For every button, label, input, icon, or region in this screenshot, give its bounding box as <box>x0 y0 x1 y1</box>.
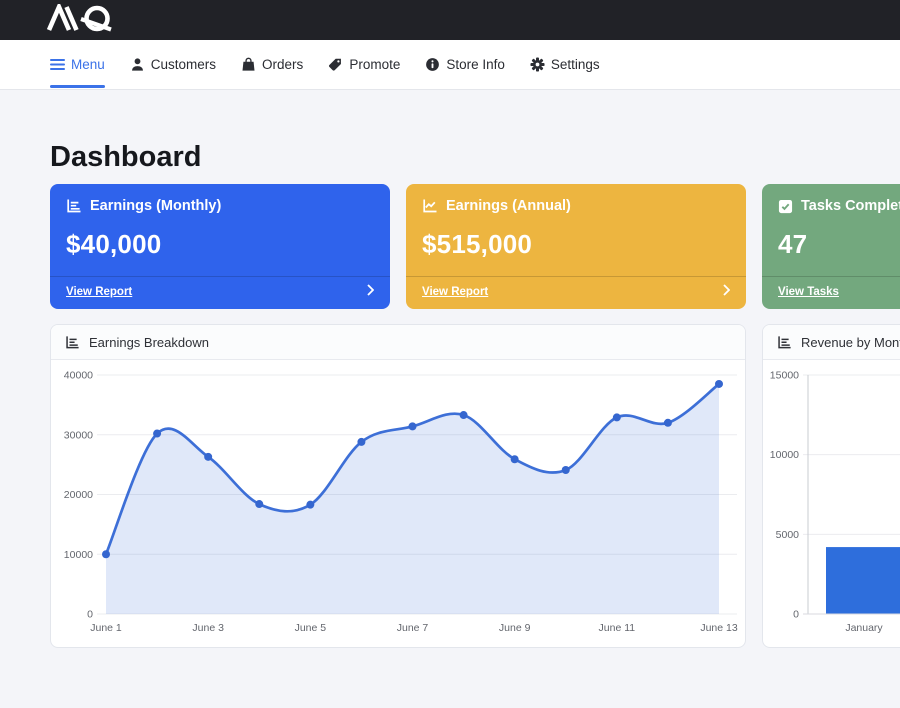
chevron-right-icon <box>723 283 731 301</box>
svg-text:June 5: June 5 <box>295 622 327 634</box>
revenue-by-month-card: Revenue by Month 0 5000 10000 15000 January <box>762 324 900 648</box>
bar-chart-icon <box>777 335 792 350</box>
earnings-breakdown-chart: 0 10000 20000 30000 40000 June 1 June 3 June 5 J… <box>64 370 738 635</box>
hamburger-icon <box>50 58 65 71</box>
nav-item-label: Promote <box>349 57 401 72</box>
bag-icon <box>241 57 256 72</box>
nav-item-label: Store Info <box>446 57 505 72</box>
stat-card-value: 47 <box>778 229 808 259</box>
tasks-completed-card: Tasks Completed 47 View Tasks <box>762 184 900 309</box>
chevron-right-icon <box>367 283 375 301</box>
svg-text:June 7: June 7 <box>397 622 429 634</box>
main-navbar: Menu Customers Orders Promote <box>0 40 900 90</box>
nav-item-store-info[interactable]: Store Info <box>425 40 505 89</box>
mq-logo <box>45 0 133 37</box>
svg-text:30000: 30000 <box>64 429 93 441</box>
earnings-breakdown-card: Earnings Breakdown 0 10000 20000 30000 40000… <box>50 324 746 648</box>
svg-text:0: 0 <box>87 609 93 621</box>
svg-text:June 3: June 3 <box>192 622 224 634</box>
tag-icon <box>328 57 343 72</box>
info-icon <box>425 57 440 72</box>
bar-chart-icon <box>66 198 82 214</box>
stat-card-title: Earnings (Annual) <box>446 198 571 214</box>
revenue-by-month-chart: 0 5000 10000 15000 January <box>770 370 900 634</box>
line-chart-icon <box>422 198 438 214</box>
revenue-by-month-header: Revenue by Month <box>763 325 900 360</box>
nav-item-orders[interactable]: Orders <box>241 40 303 89</box>
bar-chart-icon <box>65 335 80 350</box>
nav-item-settings[interactable]: Settings <box>530 40 600 89</box>
svg-text:10000: 10000 <box>64 549 93 561</box>
stat-card-title: Tasks Completed <box>801 198 900 214</box>
nav-item-promote[interactable]: Promote <box>328 40 400 89</box>
svg-text:June 9: June 9 <box>499 622 531 634</box>
svg-text:20000: 20000 <box>64 489 93 501</box>
earnings-monthly-card: Earnings (Monthly) $40,000 View Report <box>50 184 390 309</box>
stat-card-title: Earnings (Monthly) <box>90 198 222 214</box>
nav-item-label: Menu <box>71 57 105 72</box>
top-app-bar <box>0 0 900 40</box>
stat-card-footer[interactable]: View Report <box>50 276 390 309</box>
svg-text:January: January <box>845 622 883 634</box>
view-report-link[interactable]: View Report <box>66 286 133 298</box>
charts-row: Earnings Breakdown 0 10000 20000 30000 40000… <box>50 324 900 648</box>
view-tasks-link[interactable]: View Tasks <box>778 286 839 298</box>
svg-text:June 11: June 11 <box>599 622 636 634</box>
nav-item-label: Customers <box>150 57 217 72</box>
svg-text:15000: 15000 <box>770 370 799 382</box>
nav-item-label: Orders <box>262 57 304 72</box>
page-title: Dashboard <box>50 141 202 173</box>
earnings-breakdown-header: Earnings Breakdown <box>51 325 745 360</box>
svg-text:10000: 10000 <box>770 449 799 461</box>
stat-card-value: $40,000 <box>66 229 162 259</box>
gear-icon <box>530 57 545 72</box>
person-icon <box>130 57 145 72</box>
view-report-link[interactable]: View Report <box>422 286 489 298</box>
stat-card-row: Earnings (Monthly) $40,000 View Report <box>50 184 900 309</box>
page-content: Dashboard Earnings (Monthly) $40,000 <box>0 140 900 648</box>
svg-text:5000: 5000 <box>776 529 800 541</box>
chart-card-title: Revenue by Month <box>801 334 900 350</box>
stat-card-footer[interactable]: View Report <box>406 276 746 309</box>
stat-card-value: $515,000 <box>422 229 533 259</box>
earnings-annual-card: Earnings (Annual) $515,000 View Report <box>406 184 746 309</box>
nav-item-customers[interactable]: Customers <box>130 40 216 89</box>
nav-item-menu[interactable]: Menu <box>50 40 105 89</box>
svg-text:June 13: June 13 <box>700 622 738 634</box>
nav-item-label: Settings <box>550 57 600 72</box>
svg-text:0: 0 <box>793 609 799 621</box>
chart-card-title: Earnings Breakdown <box>89 334 209 350</box>
stat-card-footer[interactable]: View Tasks <box>762 276 900 309</box>
check-square-icon <box>778 199 793 214</box>
svg-text:June 1: June 1 <box>90 622 122 634</box>
svg-text:40000: 40000 <box>64 370 93 382</box>
